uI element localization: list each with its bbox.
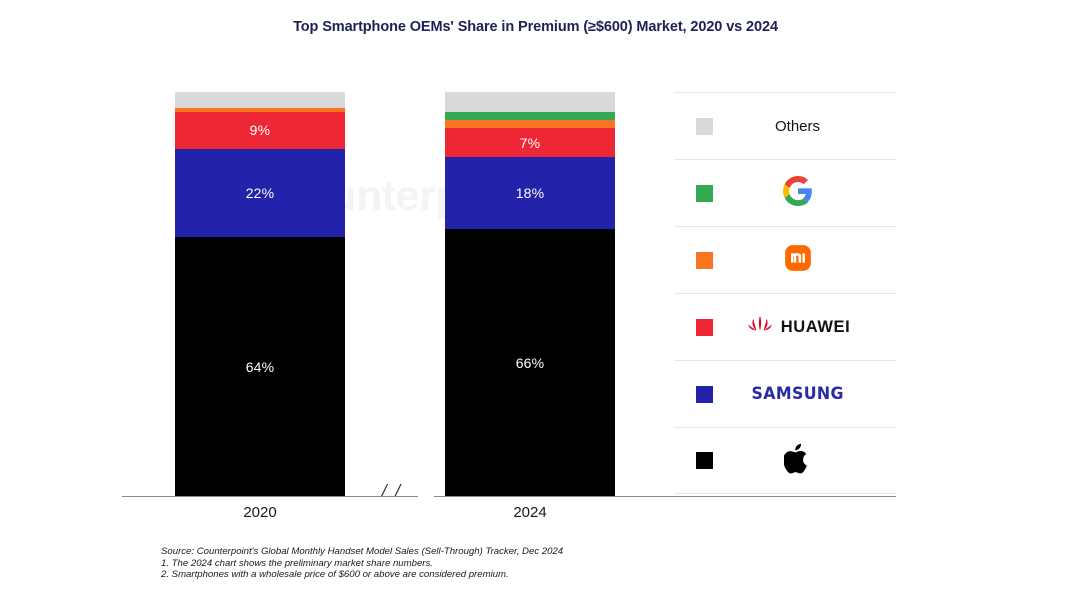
bar-segment-xiaomi-2020[interactable] [175,108,345,113]
legend-row-samsung[interactable]: SAMSUNG [674,360,896,427]
legend-swatch-samsung [696,385,713,403]
legend-swatch-huawei [696,318,713,336]
bar-segment-label-samsung-2024: 18% [515,185,545,202]
bar-segment-samsung-2024[interactable]: 18% [445,156,615,230]
bar-segment-label-huawei-2024: 7% [519,134,541,151]
x-axis-line-right [434,496,896,497]
bar-segment-label-apple-2024: 66% [515,354,545,371]
bar-segment-label-apple-2020: 64% [245,358,275,375]
legend-brand-xiaomi [713,227,896,293]
apple-logo-icon [782,442,812,480]
legend-brand-apple [713,428,896,493]
google-logo-icon [782,175,813,211]
legend-brand-google [713,160,896,226]
legend-brand-samsung: SAMSUNG [713,361,896,427]
chart-legend: Others HUAWEI SAMSUNG [674,92,896,494]
legend-row-others[interactable]: Others [674,92,896,159]
samsung-logo: SAMSUNG [751,384,844,404]
bar-segment-apple-2024[interactable]: 66% [445,229,615,496]
legend-swatch-xiaomi [696,251,713,269]
footnote-2: 2. Smartphones with a wholesale price of… [161,569,509,581]
legend-row-huawei[interactable]: HUAWEI [674,293,896,360]
bar-segment-samsung-2020[interactable]: 22% [175,148,345,238]
x-tick-label-2020: 2020 [243,504,277,521]
bar-segment-huawei-2024[interactable]: 7% [445,128,615,157]
bar-segment-label-samsung-2020: 22% [245,185,275,202]
legend-row-apple[interactable] [674,427,896,494]
bar-segment-apple-2020[interactable]: 64% [175,237,345,496]
page-title: Top Smartphone OEMs' Share in Premium (≥… [293,19,778,35]
axis-break-marker: / / [382,481,403,500]
legend-label-huawei: HUAWEI [780,317,851,336]
legend-brand-huawei: HUAWEI [713,294,896,360]
bar-segment-others-2024[interactable] [445,92,615,113]
bar-segment-others-2020[interactable] [175,92,345,109]
legend-swatch-google [696,184,713,202]
x-tick-label-2024: 2024 [513,504,547,521]
xiaomi-logo-icon [784,244,812,277]
x-axis-line-left [122,496,418,497]
legend-swatch-apple [696,452,713,469]
footnote-1: 1. The 2024 chart shows the preliminary … [161,557,433,569]
legend-brand-others: Others [713,93,896,159]
legend-row-xiaomi[interactable] [674,226,896,293]
footnotes: Source: Counterpoint's Global Monthly Ha… [161,546,563,581]
footnote-source: Source: Counterpoint's Global Monthly Ha… [161,546,564,557]
legend-label-others: Others [774,117,820,135]
bar-segment-xiaomi-2024[interactable] [445,120,615,129]
bar-segment-label-huawei-2020: 9% [249,122,271,139]
bar-segment-huawei-2020[interactable]: 9% [175,112,345,149]
stacked-bar-2024[interactable]: 7% 18% 66% [445,92,615,496]
huawei-logo-icon [745,313,775,342]
legend-row-google[interactable] [674,159,896,226]
stacked-bar-2020[interactable]: 9% 22% 64% [175,92,345,496]
legend-swatch-others [696,117,713,135]
bar-segment-google-2024[interactable] [445,112,615,121]
